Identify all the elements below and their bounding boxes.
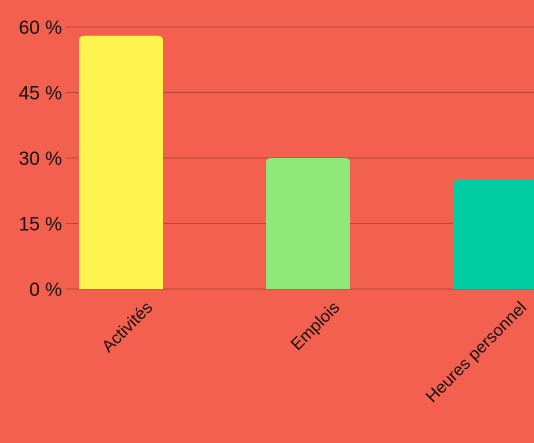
bar [79,35,163,289]
bar [453,179,534,289]
bars [79,35,534,289]
y-tick-label: 45 % [19,84,62,105]
y-tick-label: 0 % [29,280,62,301]
y-tick-label: 60 % [19,18,62,39]
bar [266,158,350,289]
y-tick-label: 15 % [19,215,62,236]
y-tick-label: 30 % [19,149,62,170]
y-axis-ticks: 0 % 15 % 30 % 45 % 60 % [19,18,62,301]
